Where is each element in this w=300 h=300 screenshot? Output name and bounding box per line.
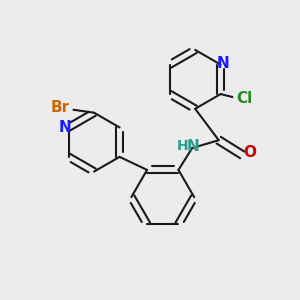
- Text: Cl: Cl: [236, 92, 252, 106]
- Text: Br: Br: [50, 100, 69, 115]
- Text: N: N: [187, 139, 200, 154]
- Text: N: N: [216, 56, 229, 71]
- Text: H: H: [177, 139, 188, 153]
- Text: N: N: [58, 120, 71, 135]
- Text: O: O: [244, 146, 256, 160]
